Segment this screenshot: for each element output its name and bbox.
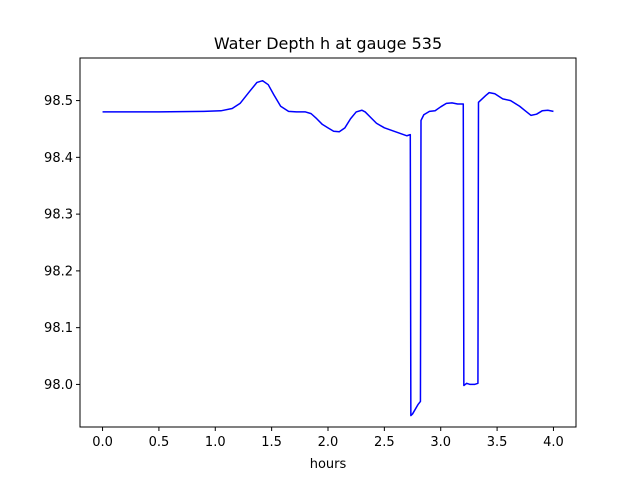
x-tick-label: 0.5 xyxy=(149,435,170,450)
x-tick-label: 1.5 xyxy=(261,435,282,450)
x-tick-label: 1.0 xyxy=(205,435,226,450)
x-axis: 0.0 0.5 1.0 1.5 2.0 2.5 3.0 3.5 4.0 xyxy=(92,427,564,450)
y-tick-label: 98.5 xyxy=(44,94,73,109)
x-tick-label: 2.5 xyxy=(374,435,395,450)
x-tick-label: 3.0 xyxy=(430,435,451,450)
x-tick-label: 0.0 xyxy=(92,435,113,450)
plot-frame xyxy=(79,57,577,428)
y-axis: 98.0 98.1 98.2 98.3 98.4 98.5 xyxy=(44,94,80,393)
y-tick-label: 98.2 xyxy=(44,264,73,279)
y-tick-label: 98.1 xyxy=(44,321,73,336)
x-tick-label: 4.0 xyxy=(543,435,564,450)
y-tick-label: 98.3 xyxy=(44,208,73,223)
x-axis-label: hours xyxy=(310,457,347,472)
chart-title: Water Depth h at gauge 535 xyxy=(214,34,442,53)
x-tick-label: 3.5 xyxy=(487,435,508,450)
x-tick-label: 2.0 xyxy=(318,435,339,450)
series-line-0 xyxy=(102,79,554,417)
y-tick-label: 98.4 xyxy=(44,151,73,166)
plot-area xyxy=(102,79,554,417)
y-tick-label: 98.0 xyxy=(44,378,73,393)
